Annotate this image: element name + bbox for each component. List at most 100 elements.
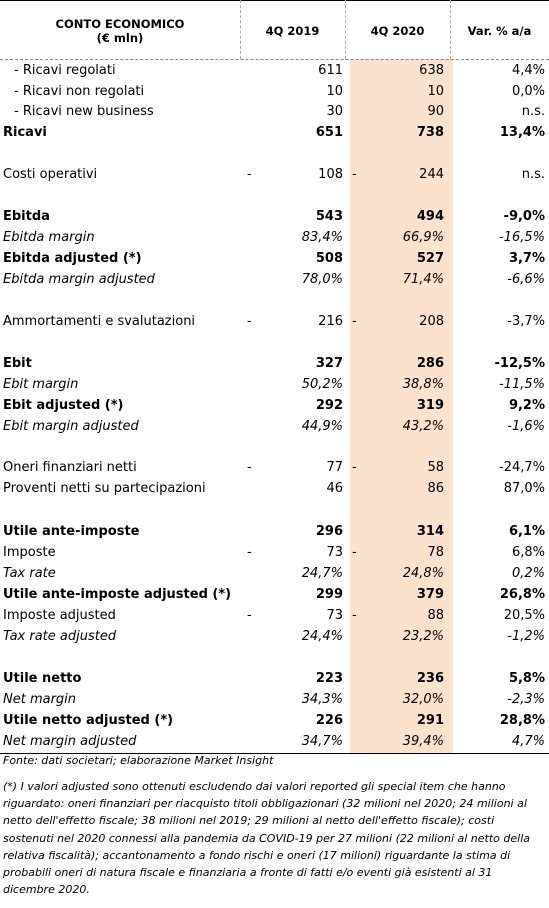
table-row: Ebitda 543 494 -9,0% (0, 206, 549, 227)
row-label: - Ricavi regolati (14, 63, 116, 78)
value-2020: 43,2% (402, 419, 444, 434)
row-label: Ebit margin (3, 377, 79, 392)
row-label: - Ricavi new business (14, 104, 154, 119)
table-row: Utile netto adjusted (*) 226 291 28,8% (0, 710, 549, 731)
value-variation: -2,3% (507, 692, 545, 707)
row-label: Utile ante-imposte (3, 524, 140, 539)
value-2020: 314 (416, 524, 444, 539)
value-2019: 508 (315, 251, 343, 266)
value-variation: -1,2% (507, 629, 545, 644)
value-2020: 78 (427, 545, 444, 560)
value-variation: 4,4% (511, 63, 545, 78)
value-2019: 50,2% (301, 377, 343, 392)
table-row: Ebit 327 286 -12,5% (0, 353, 549, 374)
footnote: (*) I valori adjusted sono ottenuti escl… (3, 780, 530, 897)
header-col-2019: 4Q 2019 (265, 23, 320, 38)
value-variation: -24,7% (499, 460, 545, 475)
value-variation: 20,5% (503, 608, 545, 623)
table-row: Costi operativi -108-244 n.s. (0, 164, 549, 185)
value-variation: 28,8% (499, 713, 545, 728)
value-2020: 86 (427, 481, 444, 496)
minus-sign: - (352, 460, 357, 475)
value-variation: 5,8% (508, 671, 545, 686)
value-2020: 494 (416, 209, 444, 224)
value-2020: 10 (427, 84, 444, 99)
row-label: Ebitda margin adjusted (3, 272, 155, 287)
source-note: Fonte: dati societari; elaborazione Mark… (3, 754, 274, 767)
row-label: Imposte adjusted (3, 608, 116, 623)
header-title-line2: (€ mln) (96, 30, 144, 45)
table-header: CONTO ECONOMICO (€ mln) 4Q 2019 4Q 2020 … (0, 0, 549, 60)
header-col-2020: 4Q 2020 (370, 23, 425, 38)
row-label: Utile netto (3, 671, 82, 686)
table-row: Ebitda adjusted (*) 508 527 3,7% (0, 248, 549, 269)
value-variation: -3,7% (507, 314, 545, 329)
highlight-column-2020 (350, 59, 453, 753)
value-2019: 327 (315, 356, 343, 371)
table-row: Ebit adjusted (*) 292 319 9,2% (0, 395, 549, 416)
table-row: Tax rate adjusted 24,4% 23,2% -1,2% (0, 626, 549, 647)
value-2019: 296 (315, 524, 343, 539)
row-label: Costi operativi (3, 167, 98, 182)
value-2020: 244 (419, 167, 444, 182)
row-label: Ebit adjusted (*) (3, 398, 124, 413)
value-2020: 208 (419, 314, 444, 329)
table-row: - Ricavi new business 30 90 n.s. (0, 101, 549, 122)
value-2019: 78,0% (301, 272, 343, 287)
value-2020: 379 (416, 587, 444, 602)
row-label: Ebit (3, 356, 32, 371)
value-2019: 226 (315, 713, 343, 728)
table-row: - Ricavi regolati 611 638 4,4% (0, 60, 549, 81)
row-label: Tax rate adjusted (3, 629, 117, 644)
row-label: Ebit margin adjusted (3, 419, 139, 434)
table-row: Ammortamenti e svalutazioni -216-208 -3,7% (0, 311, 549, 332)
minus-sign: - (352, 608, 357, 623)
value-variation: 6,8% (511, 545, 545, 560)
table-row: Net margin adjusted 34,7% 39,4% 4,7% (0, 731, 549, 752)
value-2020: 71,4% (402, 272, 444, 287)
value-2019: 34,3% (301, 692, 343, 707)
value-2020: 32,0% (402, 692, 444, 707)
table-bottom-border (0, 753, 549, 754)
row-label: Ammortamenti e svalutazioni (3, 314, 196, 329)
value-2019: 10 (326, 84, 343, 99)
header-col-var: Var. % a/a (467, 23, 532, 38)
column-divider (240, 0, 241, 59)
minus-sign: - (352, 545, 357, 560)
table-row: Imposte adjusted -73-88 20,5% (0, 605, 549, 626)
value-2019: 543 (315, 209, 343, 224)
header-title: CONTO ECONOMICO (€ mln) (0, 1, 240, 60)
value-variation: -11,5% (499, 377, 545, 392)
row-label: - Ricavi non regolati (14, 84, 145, 99)
table-row: Ebitda margin 83,4% 66,9% -16,5% (0, 227, 549, 248)
value-variation: 87,0% (503, 481, 545, 496)
value-2019: 24,4% (301, 629, 343, 644)
value-variation: 6,1% (508, 524, 545, 539)
value-2019: 24,7% (301, 566, 343, 581)
value-variation: 13,4% (499, 125, 545, 140)
table-row: Imposte -73-78 6,8% (0, 542, 549, 563)
value-variation: n.s. (521, 104, 545, 119)
value-2020: 66,9% (402, 230, 444, 245)
table-row: Utile ante-imposte 296 314 6,1% (0, 521, 549, 542)
value-2019: 46 (326, 481, 343, 496)
value-variation: 26,8% (499, 587, 545, 602)
value-2020: 90 (427, 104, 444, 119)
value-2019: 83,4% (301, 230, 343, 245)
column-divider (450, 0, 451, 59)
table-row: Oneri finanziari netti -77-58 -24,7% (0, 457, 549, 478)
value-2019: 30 (326, 104, 343, 119)
value-variation: 3,7% (508, 251, 545, 266)
value-2019: 223 (315, 671, 343, 686)
table-row: - Ricavi non regolati 10 10 0,0% (0, 81, 549, 102)
value-2019: 651 (315, 125, 343, 140)
minus-sign: - (247, 545, 252, 560)
value-2019: 611 (318, 63, 343, 78)
value-2020: 291 (416, 713, 444, 728)
value-2019: 299 (315, 587, 343, 602)
table-row: Utile ante-imposte adjusted (*) 299 379 26,… (0, 584, 549, 605)
value-2019: 216 (318, 314, 343, 329)
row-label: Net margin (3, 692, 77, 707)
value-2020: 638 (419, 63, 444, 78)
table-row: Tax rate 24,7% 24,8% 0,2% (0, 563, 549, 584)
